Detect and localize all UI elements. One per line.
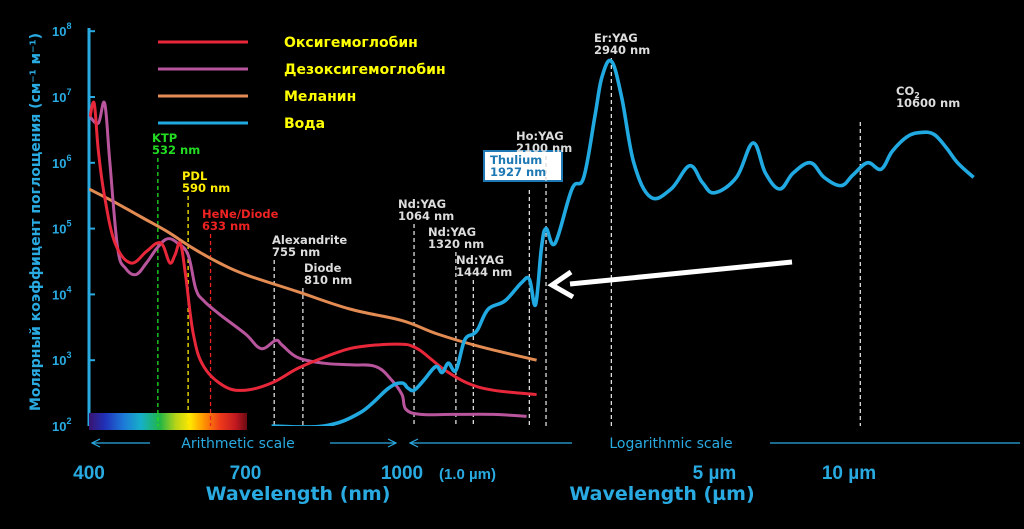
- legend-label: Оксигемоглобин: [284, 35, 418, 51]
- laser-name-label: Thulium: [490, 153, 542, 167]
- laser-name-label: Er:YAG: [594, 31, 638, 45]
- laser-name-label: Nd:YAG: [456, 253, 504, 267]
- x-tick-label-nm: 1000: [381, 463, 423, 484]
- legend-label: Вода: [284, 116, 325, 132]
- laser-wavelength-label: 10600 nm: [896, 96, 960, 110]
- laser-wavelength-label: 590 nm: [182, 181, 230, 195]
- legend-label: Меланин: [284, 89, 356, 105]
- laser-wavelength-label: 755 nm: [272, 245, 320, 259]
- laser-name-label: Nd:YAG: [428, 225, 476, 239]
- laser-name-label: Nd:YAG: [398, 197, 446, 211]
- laser-name-label: Alexandrite: [272, 233, 347, 247]
- y-tick-label: 104: [52, 284, 71, 302]
- laser-name-label: Ho:YAG: [516, 129, 564, 143]
- arithmetic-scale-label: Arithmetic scale: [181, 436, 294, 452]
- x-axis-title-um: Wavelength (µm): [569, 483, 754, 505]
- data-series: [89, 58, 975, 426]
- laser-wavelength-label: 2940 nm: [594, 43, 650, 57]
- x-tick-label-um-start: (1.0 µm): [439, 466, 496, 483]
- series-line: [271, 58, 975, 426]
- laser-wavelength-label: 1064 nm: [398, 209, 454, 223]
- thulium-arrow: [547, 259, 793, 300]
- series-line: [89, 100, 537, 397]
- legend-label: Дезоксигемоглобин: [284, 62, 446, 78]
- laser-name-label: CO2: [896, 84, 920, 100]
- laser-wavelength-label: 1320 nm: [428, 237, 484, 251]
- laser-wavelength-label: 1444 nm: [456, 265, 512, 279]
- legend: Оксигемоглобин Дезоксигемоглобин Меланин Во…: [158, 35, 446, 132]
- laser-name-label: HeNe/Diode: [202, 207, 279, 221]
- y-tick-label: 107: [52, 87, 71, 105]
- series-line: [89, 100, 527, 418]
- y-tick-label: 103: [52, 350, 71, 368]
- series-line: [89, 187, 537, 362]
- laser-wavelength-label: 810 nm: [304, 273, 352, 287]
- x-tick-label-um: 10 µm: [822, 463, 876, 484]
- laser-wavelength-label: 1927 nm: [490, 165, 546, 179]
- laser-name-label: PDL: [182, 169, 208, 183]
- scale-brackets: [90, 438, 1020, 448]
- laser-wavelength-label: 2100 nm: [516, 141, 572, 155]
- laser-wavelength-label: 633 nm: [202, 219, 250, 233]
- laser-name-label: KTP: [152, 131, 177, 145]
- laser-name-label: Diode: [304, 261, 342, 275]
- y-axis-label: Молярный коэффицент поглощения (см⁻¹ м⁻¹…: [28, 33, 44, 411]
- thulium-box: [483, 150, 563, 182]
- x-axis-title-nm: Wavelength (nm): [206, 483, 391, 505]
- x-tick-label-nm: 400: [73, 463, 105, 484]
- laser-wavelength-label: 532 nm: [152, 143, 200, 157]
- x-tick-label-nm: 700: [230, 463, 262, 484]
- y-tick-label: 108: [52, 21, 71, 39]
- visible-spectrum-bar: [89, 413, 247, 430]
- x-tick-label-um: 5 µm: [693, 463, 737, 484]
- y-tick-label: 105: [52, 219, 71, 237]
- logarithmic-scale-label: Logarithmic scale: [609, 436, 732, 452]
- y-tick-label: 106: [52, 153, 71, 171]
- y-tick-label: 102: [52, 416, 71, 434]
- x-ticks: 400 700 1000 (1.0 µm) 5 µm 10 µm: [73, 463, 876, 484]
